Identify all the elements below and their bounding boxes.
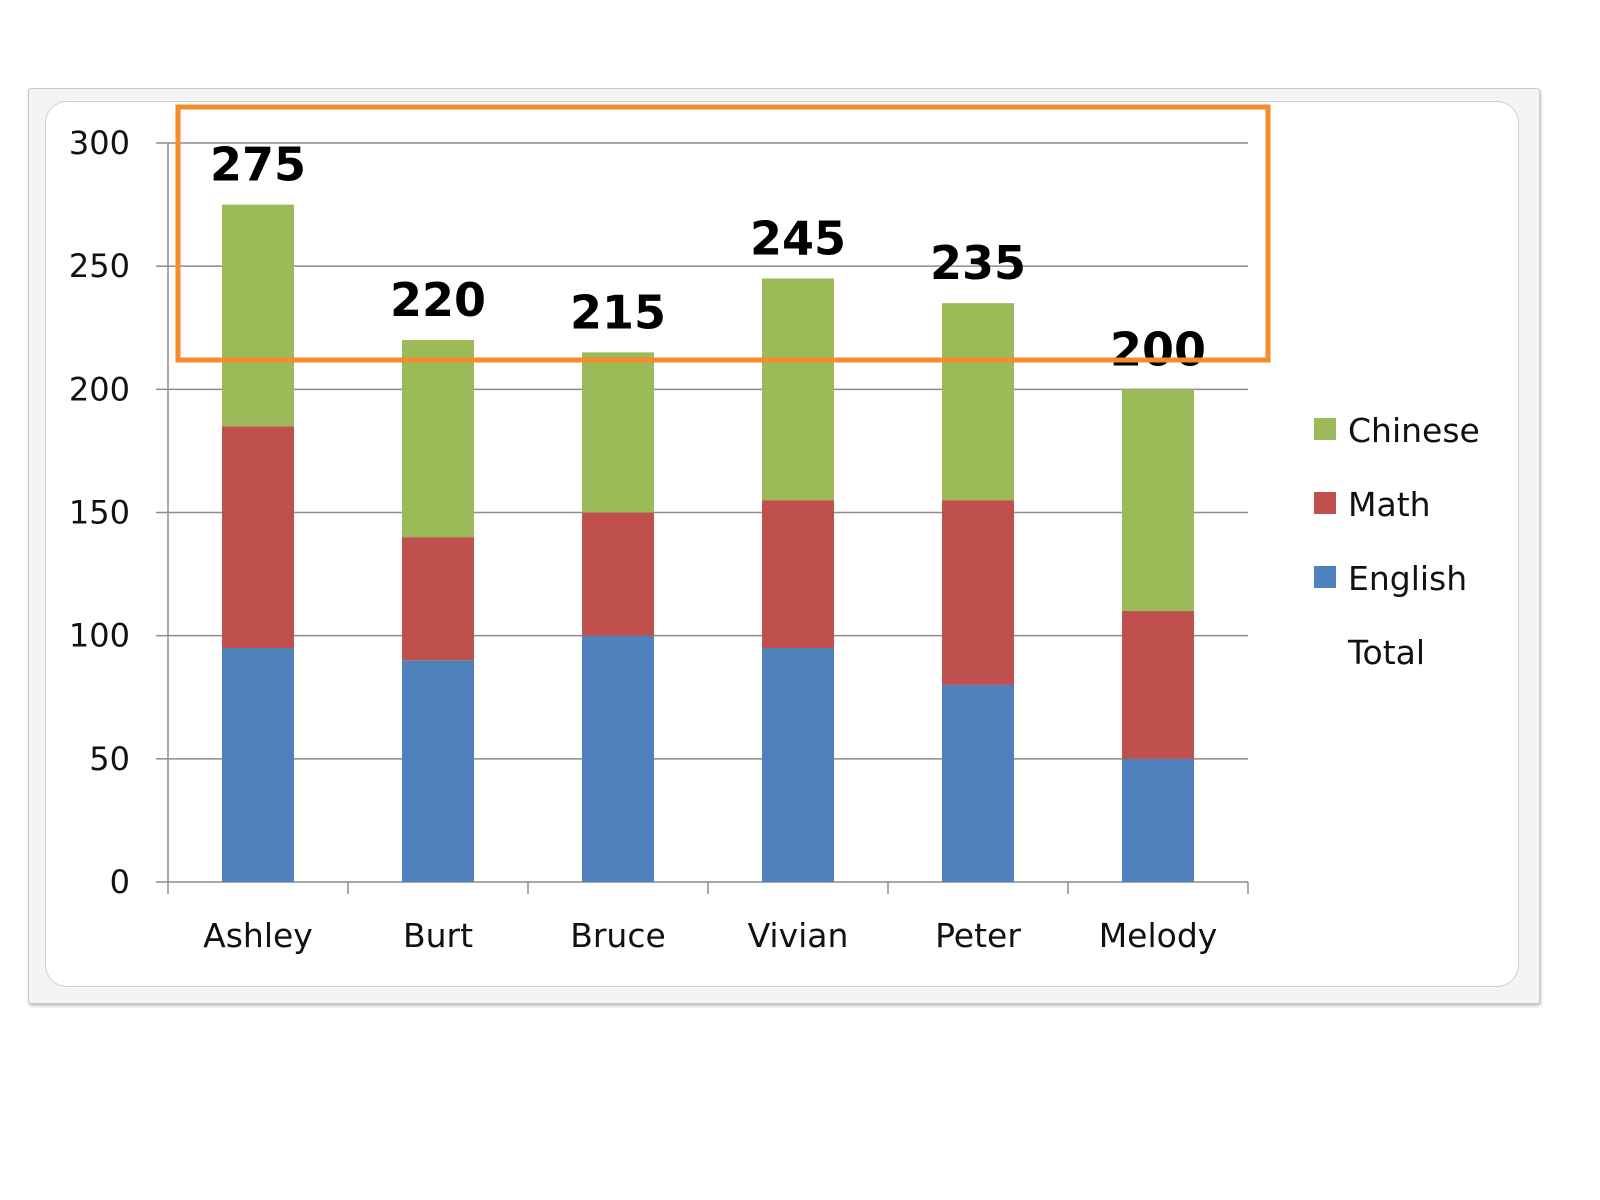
- legend: Chinese Math English Total: [1314, 411, 1480, 672]
- x-label-vivian: Vivian: [748, 916, 849, 955]
- legend-label-math: Math: [1348, 485, 1431, 524]
- bar-math-burt: [402, 537, 474, 661]
- bar-english-peter: [942, 684, 1014, 882]
- axes: [156, 142, 1249, 894]
- bar-chinese-melody: [1122, 389, 1194, 612]
- bars: [222, 204, 1194, 882]
- total-label-burt: 220: [390, 273, 486, 327]
- x-label-bruce: Bruce: [570, 916, 666, 955]
- total-label-melody: 200: [1110, 322, 1206, 376]
- bar-english-ashley: [222, 647, 294, 882]
- bar-math-vivian: [762, 500, 834, 648]
- x-label-melody: Melody: [1099, 916, 1218, 955]
- x-label-peter: Peter: [935, 916, 1021, 955]
- x-label-ashley: Ashley: [203, 916, 313, 955]
- y-tick-label: 200: [69, 370, 130, 408]
- bar-math-peter: [942, 500, 1014, 685]
- highlight-box: [175, 104, 1271, 363]
- total-label-bruce: 215: [570, 285, 666, 339]
- legend-label-total: Total: [1347, 633, 1425, 672]
- y-tick-label: 100: [69, 617, 130, 655]
- bar-chinese-vivian: [762, 278, 834, 501]
- legend-swatch-english: [1314, 566, 1336, 588]
- total-labels: 275 220 215 245 235 200: [210, 138, 1206, 377]
- x-label-burt: Burt: [403, 916, 473, 955]
- bar-chinese-peter: [942, 303, 1014, 501]
- bar-english-bruce: [582, 635, 654, 882]
- bar-english-burt: [402, 660, 474, 882]
- bar-math-bruce: [582, 512, 654, 636]
- bar-chinese-burt: [402, 340, 474, 538]
- bar-chinese-ashley: [222, 204, 294, 427]
- y-tick-label: 150: [69, 494, 130, 532]
- bar-english-vivian: [762, 647, 834, 882]
- gridlines: [168, 142, 1248, 760]
- y-tick-label: 250: [69, 247, 130, 285]
- y-tick-label: 50: [89, 740, 130, 778]
- x-axis-labels: Ashley Burt Bruce Vivian Peter Melody: [203, 916, 1217, 955]
- total-label-peter: 235: [930, 236, 1026, 290]
- bar-math-ashley: [222, 426, 294, 648]
- y-tick-label: 0: [110, 863, 130, 901]
- y-axis-labels: 0 50 100 150 200 250 300: [69, 124, 130, 901]
- legend-label-chinese: Chinese: [1348, 411, 1480, 450]
- y-tick-label: 300: [69, 124, 130, 162]
- bar-chinese-bruce: [582, 352, 654, 513]
- legend-swatch-math: [1314, 492, 1336, 514]
- total-label-ashley: 275: [210, 138, 306, 192]
- total-label-vivian: 245: [750, 211, 846, 265]
- bar-english-melody: [1122, 758, 1194, 882]
- legend-label-english: English: [1348, 559, 1467, 598]
- bar-math-melody: [1122, 611, 1194, 759]
- legend-swatch-chinese: [1314, 418, 1336, 440]
